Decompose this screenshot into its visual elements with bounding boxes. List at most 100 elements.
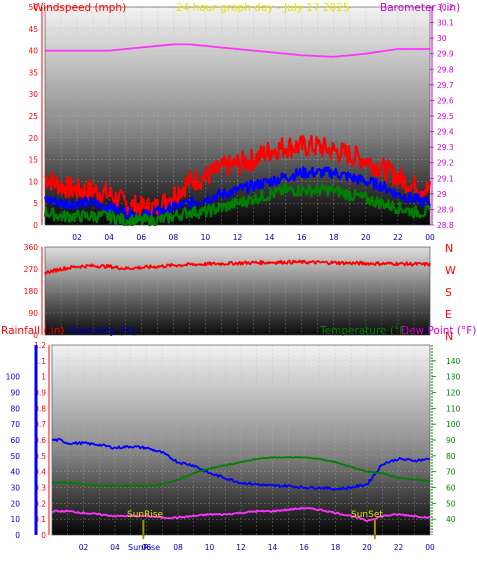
temp-x-tick-label: 20 [362,543,372,552]
baro-y-tick-label: 28.9 [437,205,454,214]
dir-y-tick-label: 180 [24,287,39,296]
wind-plot-border [44,6,431,226]
rain-y-tick-label: 0.7 [34,420,46,429]
baro-y-tick-label: 29.7 [437,81,454,90]
wind-x-tick-label: 08 [169,233,179,242]
humidity-y-tick-label: 0 [15,531,20,540]
wind-y-tick-label: 50 [28,3,38,12]
barometer-line [45,43,430,58]
rain-y-tick-label: 0.8 [34,404,46,413]
temp-y-tick-label: 90 [446,436,456,445]
dir-compass-label: S [445,286,452,299]
wind-y-tick-label: 25 [28,112,38,121]
dir-plot-border [44,246,431,336]
baro-y-tick-label: 29.5 [437,112,454,121]
wind-y-tick-label: 5 [33,199,38,208]
rain-y-tick-label: 0.1 [34,515,46,524]
temp-y-tick-label: 120 [446,389,461,398]
wind-x-tick-label: 12 [233,233,243,242]
dir-compass-label: N [445,330,453,343]
wind-y-tick-label: 35 [28,68,38,77]
wind-x-tick-label: 00 [425,233,435,242]
humidity-y-tick-label: 70 [10,420,20,429]
humidity-line [51,437,431,492]
rain-y-tick-label: 0 [41,531,46,540]
humidity-y-tick-label: 60 [10,436,20,445]
rain-y-tick-label: 1.2 [34,341,46,350]
temp-y-tick-label: 140 [446,357,461,366]
barometer-title: Barometer (.in) [380,2,460,14]
baro-y-tick-label: 29.1 [437,174,454,183]
baro-y-tick-label: 29.4 [437,128,454,137]
temp-x-tick-label: 18 [331,543,341,552]
temp-x-tick-label: 08 [173,543,183,552]
axis-layer: 0510152025303540455028.828.92929.129.229… [6,3,461,552]
humidity-y-tick-label: 40 [10,468,20,477]
baro-y-tick-label: 28.8 [437,221,454,230]
baro-y-tick-label: 30.2 [437,3,454,12]
temperature-line [51,455,430,488]
temp-plot-border [51,344,431,536]
humidity-y-tick-label: 50 [10,452,20,461]
dir-y-tick-label: 360 [24,243,39,252]
temp-x-tick-label: 04 [110,543,120,552]
baro-y-tick-label: 29.3 [437,143,454,152]
dir-y-tick-label: 270 [24,265,39,274]
baro-y-tick-label: 30 [437,34,447,43]
humidity-y-tick-label: 90 [10,389,20,398]
wind-x-tick-label: 16 [297,233,307,242]
rain-y-tick-label: 0.3 [34,484,46,493]
wind-y-tick-label: 40 [28,47,38,56]
wind-x-tick-label: 20 [361,233,371,242]
wind-y-tick-label: 0 [33,221,38,230]
temp-y-tick-label: 50 [446,499,456,508]
baro-y-tick-label: 29.6 [437,96,454,105]
baro-y-tick-label: 29.2 [437,159,454,168]
wind-direction-line [44,259,431,276]
temp-x-tick-label: 10 [205,543,215,552]
temp-x-tick-label: 14 [268,543,278,552]
temp-x-tick-label: 02 [79,543,89,552]
temp-y-tick-label: 130 [446,373,461,382]
temp-x-tick-label: 16 [299,543,309,552]
rain-y-tick-label: 0.2 [34,499,46,508]
wind-x-tick-label: 04 [104,233,114,242]
wind-average-line [43,166,432,223]
wind-x-tick-label: 18 [329,233,339,242]
dew-point-line [51,506,430,523]
wind-x-tick-label: 10 [201,233,211,242]
wind-x-tick-label: 14 [265,233,275,242]
dir-compass-label: W [445,264,456,277]
temperature-title: Temperature (°F) [319,325,409,337]
rain-y-tick-label: 0.5 [34,452,46,461]
wind-x-tick-label: 22 [393,233,403,242]
humidity-y-tick-label: 20 [10,499,20,508]
dir-compass-label: E [445,308,452,321]
temp-y-tick-label: 40 [446,515,456,524]
series-layer [43,43,432,539]
temp-y-tick-label: 70 [446,468,456,477]
temp-y-tick-label: 60 [446,484,456,493]
chart-main-title: 24 hour graph day - July 17 2025 [176,2,350,14]
windspeed-title: Windspeed (mph) [33,2,126,14]
humidity-y-tick-label: 80 [10,404,20,413]
sunrise-label: SunRise [127,510,164,520]
wind-x-tick-label: 02 [72,233,82,242]
humidity-title: Humidity (%) [68,325,137,337]
rain-y-tick-label: 1.1 [34,357,46,366]
wind-y-tick-label: 45 [28,25,38,34]
sunrise-axis-label: SunRise [128,543,160,552]
baro-y-tick-label: 29.9 [437,50,454,59]
wind-y-tick-label: 15 [28,156,38,165]
baro-y-tick-label: 29.8 [437,65,454,74]
sunset-label: SunSet [351,510,383,520]
rain-y-tick-label: 0.4 [34,468,46,477]
wind-gust-line [44,134,432,220]
dir-y-tick-label: 90 [28,309,38,318]
wind-y-tick-label: 30 [28,90,38,99]
temp-y-tick-label: 80 [446,452,456,461]
rain-y-tick-label: 0.9 [34,389,46,398]
wind-low-line [43,183,431,227]
